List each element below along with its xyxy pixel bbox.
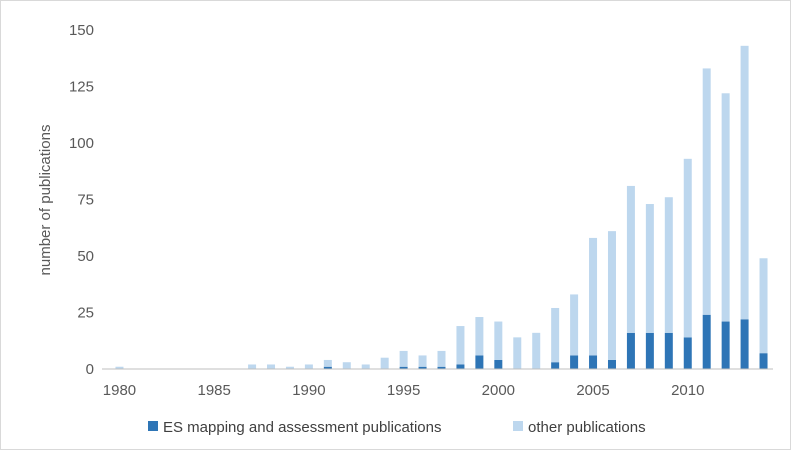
bar-segment-es-mapping-2011 <box>702 314 711 369</box>
bar-segment-es-mapping-1995 <box>399 366 408 369</box>
bar-segment-es-mapping-2005 <box>589 355 598 369</box>
bar-segment-other-2011 <box>702 68 711 315</box>
bar-segment-other-2003 <box>551 307 560 363</box>
legend-swatch <box>513 421 523 431</box>
bar-segment-other-2010 <box>683 158 692 338</box>
bar-segment-es-mapping-2012 <box>721 321 730 369</box>
bar-segment-other-1995 <box>399 350 408 367</box>
bar-segment-other-1980 <box>115 366 124 369</box>
bar-segment-other-1991 <box>323 359 332 367</box>
x-tick-label: 1990 <box>292 382 325 399</box>
bar-segment-other-2000 <box>494 321 503 360</box>
x-tick-label: 1995 <box>387 382 420 399</box>
y-tick-label: 100 <box>69 135 94 152</box>
bar-segment-other-2005 <box>589 237 598 356</box>
bar-segment-es-mapping-2014 <box>759 353 768 369</box>
bar-segment-es-mapping-2003 <box>551 362 560 369</box>
bar-segment-es-mapping-2008 <box>645 332 654 369</box>
bar-segment-other-1990 <box>304 364 313 369</box>
bar-segment-other-1996 <box>418 355 427 367</box>
bar-segment-es-mapping-2004 <box>570 355 579 369</box>
bar-segment-other-1997 <box>437 350 446 367</box>
bar-segment-other-2014 <box>759 258 768 354</box>
bar-segment-es-mapping-1991 <box>323 366 332 369</box>
y-tick-label: 50 <box>77 248 94 265</box>
bar-segment-other-1988 <box>267 364 276 369</box>
bar-segment-es-mapping-1996 <box>418 366 427 369</box>
x-tick-label: 1985 <box>197 382 230 399</box>
bar-segment-es-mapping-1998 <box>456 364 465 369</box>
bar-segment-es-mapping-2010 <box>683 337 692 369</box>
bar-segment-other-1987 <box>248 364 257 369</box>
legend-label: other publications <box>528 419 646 436</box>
bar-segment-other-1998 <box>456 326 465 365</box>
bar-segment-other-1999 <box>475 317 484 356</box>
bar-segment-other-2009 <box>664 197 673 333</box>
x-tick-label: 2005 <box>576 382 609 399</box>
bar-segment-other-1993 <box>361 364 370 369</box>
y-tick-label: 150 <box>69 22 94 39</box>
bar-segment-other-2007 <box>626 185 635 333</box>
bar-segment-other-2001 <box>513 337 522 369</box>
bar-segment-other-2006 <box>607 231 616 360</box>
bar-segment-es-mapping-1999 <box>475 355 484 369</box>
x-tick-label: 2000 <box>482 382 515 399</box>
bar-segment-es-mapping-2009 <box>664 332 673 369</box>
x-tick-label: 2010 <box>671 382 704 399</box>
bar-segment-other-2008 <box>645 204 654 333</box>
y-tick-label: 0 <box>86 361 94 378</box>
bar-segment-other-1992 <box>342 362 351 369</box>
bar-segment-es-mapping-2007 <box>626 332 635 369</box>
x-tick-label: 1980 <box>103 382 136 399</box>
bar-segment-other-2012 <box>721 93 730 322</box>
y-axis-label: number of publications <box>37 125 54 276</box>
y-tick-label: 25 <box>77 305 94 322</box>
y-tick-label: 125 <box>69 79 94 96</box>
bar-segment-es-mapping-1997 <box>437 366 446 369</box>
bar-segment-es-mapping-2013 <box>740 319 749 369</box>
bar-segment-other-2002 <box>532 332 541 369</box>
bar-segment-other-1994 <box>380 357 389 369</box>
bar-segment-other-2013 <box>740 45 749 320</box>
legend-label: ES mapping and assessment publications <box>163 419 442 436</box>
y-tick-label: 75 <box>77 192 94 209</box>
legend-swatch <box>148 421 158 431</box>
legend: ES mapping and assessment publications ot… <box>148 419 646 436</box>
bar-segment-other-1989 <box>285 366 294 369</box>
bar-segment-es-mapping-2000 <box>494 359 503 369</box>
bar-segment-es-mapping-2006 <box>607 359 616 369</box>
bar-segment-other-2004 <box>570 294 579 356</box>
